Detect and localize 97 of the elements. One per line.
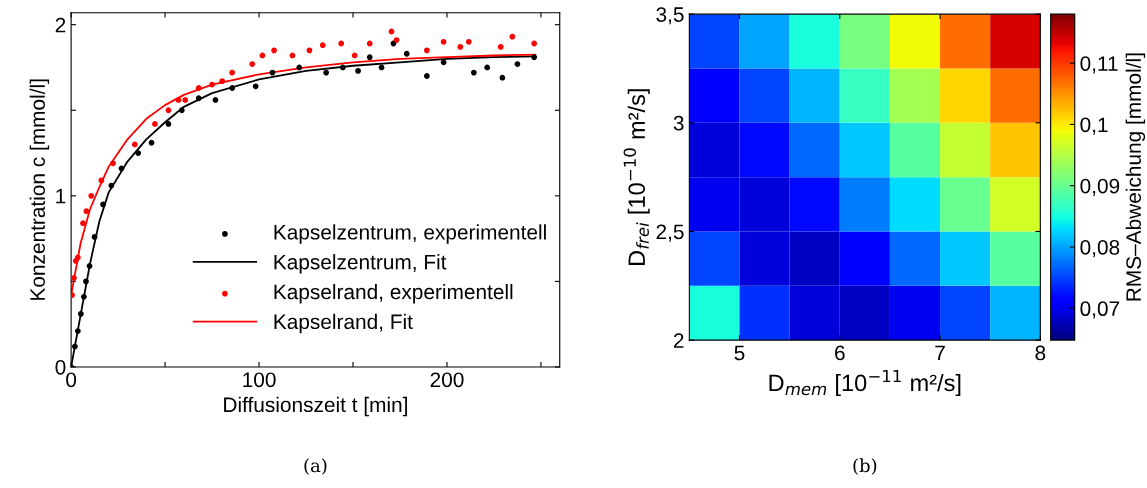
color-bar-label: 0,08	[1080, 240, 1120, 258]
point	[80, 220, 86, 227]
point	[135, 150, 142, 156]
y-tick-label: 2	[55, 17, 66, 33]
color-bar-label: 0,11	[1080, 56, 1118, 74]
point	[440, 38, 447, 45]
point	[271, 47, 277, 54]
point	[71, 343, 78, 350]
point	[470, 69, 477, 76]
x-tick-label: 7	[935, 345, 945, 361]
point	[378, 64, 385, 71]
point	[110, 160, 116, 167]
x-tick-label: 6	[835, 345, 845, 361]
point	[152, 121, 158, 127]
y-tick-label: 2,5	[656, 224, 684, 242]
y-tick-label: 3,5	[656, 7, 684, 25]
color-bar-label: 0,1	[1080, 117, 1108, 135]
point	[388, 28, 395, 35]
point	[108, 182, 115, 189]
point	[351, 52, 358, 59]
point	[366, 54, 373, 61]
point	[86, 263, 93, 269]
point	[393, 37, 400, 43]
y-axis-title: D$_{frei}$ [10$^{−10}$ m²/s]	[623, 89, 650, 266]
point	[306, 47, 313, 54]
point	[319, 42, 326, 49]
x-tick-label: 200	[430, 372, 464, 388]
point	[366, 40, 373, 47]
point	[98, 177, 105, 184]
color-bar-label: 0,07	[1080, 301, 1120, 319]
point	[423, 47, 430, 54]
point	[252, 83, 259, 90]
legend-label: Kapselrand, Fit	[274, 313, 413, 334]
point	[229, 85, 236, 91]
x-tick-label: 5	[734, 345, 745, 361]
point	[195, 95, 202, 102]
point	[289, 52, 296, 59]
point	[531, 54, 538, 61]
point	[355, 67, 361, 74]
point	[77, 311, 84, 317]
y-tick-label: 3	[673, 115, 684, 131]
point	[91, 234, 98, 240]
point	[219, 78, 226, 85]
point	[83, 278, 89, 285]
y-tick-label: 0	[55, 359, 66, 375]
point	[403, 50, 410, 57]
point	[499, 74, 506, 81]
point	[465, 38, 472, 45]
x-axis-title: Diffusionszeit t [min]	[224, 396, 407, 417]
point	[131, 141, 138, 148]
legend-label: Kapselzentrum, experimentell	[274, 224, 546, 244]
point	[440, 59, 447, 66]
point	[81, 293, 87, 300]
point	[249, 61, 256, 67]
point	[178, 107, 185, 114]
point	[269, 69, 276, 76]
point	[323, 69, 330, 76]
x-tick-label: 8	[1035, 345, 1046, 361]
point	[182, 97, 189, 103]
point	[497, 44, 504, 50]
x-tick-label: 100	[243, 372, 276, 388]
point	[514, 61, 521, 67]
point	[195, 85, 202, 91]
point	[83, 208, 90, 215]
point	[484, 64, 491, 71]
x-tick-label: 0	[66, 372, 77, 388]
text: (b)	[853, 458, 877, 475]
point	[165, 107, 172, 114]
point	[509, 33, 516, 40]
point	[74, 328, 81, 334]
point	[71, 275, 77, 281]
text: (a)	[304, 458, 327, 475]
point	[423, 73, 430, 79]
point	[531, 40, 538, 47]
point	[175, 97, 182, 103]
y-tick-label: 1	[56, 189, 66, 204]
y-tick-label: 2	[673, 333, 684, 348]
point	[118, 165, 125, 172]
point	[148, 139, 155, 146]
point	[165, 121, 172, 127]
point	[100, 201, 106, 208]
point	[338, 40, 345, 47]
legend-label: Kapselrand, experimentell	[274, 283, 513, 304]
point	[209, 81, 215, 88]
point	[229, 69, 236, 76]
point	[74, 254, 81, 261]
point	[212, 97, 219, 103]
point	[457, 44, 464, 50]
point	[88, 192, 95, 199]
legend-label: Kapselzentrum, Fit	[274, 254, 447, 274]
y-axis-title: Konzentration c [mmol/l]	[29, 79, 50, 300]
color-bar-title: RMS–Abweichung [mmol/l]	[1125, 53, 1146, 301]
point	[339, 64, 346, 71]
point	[296, 64, 303, 71]
color-bar-label: 0,09	[1080, 178, 1120, 196]
x-axis-title: D$_{mem}$ [10$^{−11}$ m²/s]	[769, 369, 961, 396]
point	[259, 52, 266, 59]
